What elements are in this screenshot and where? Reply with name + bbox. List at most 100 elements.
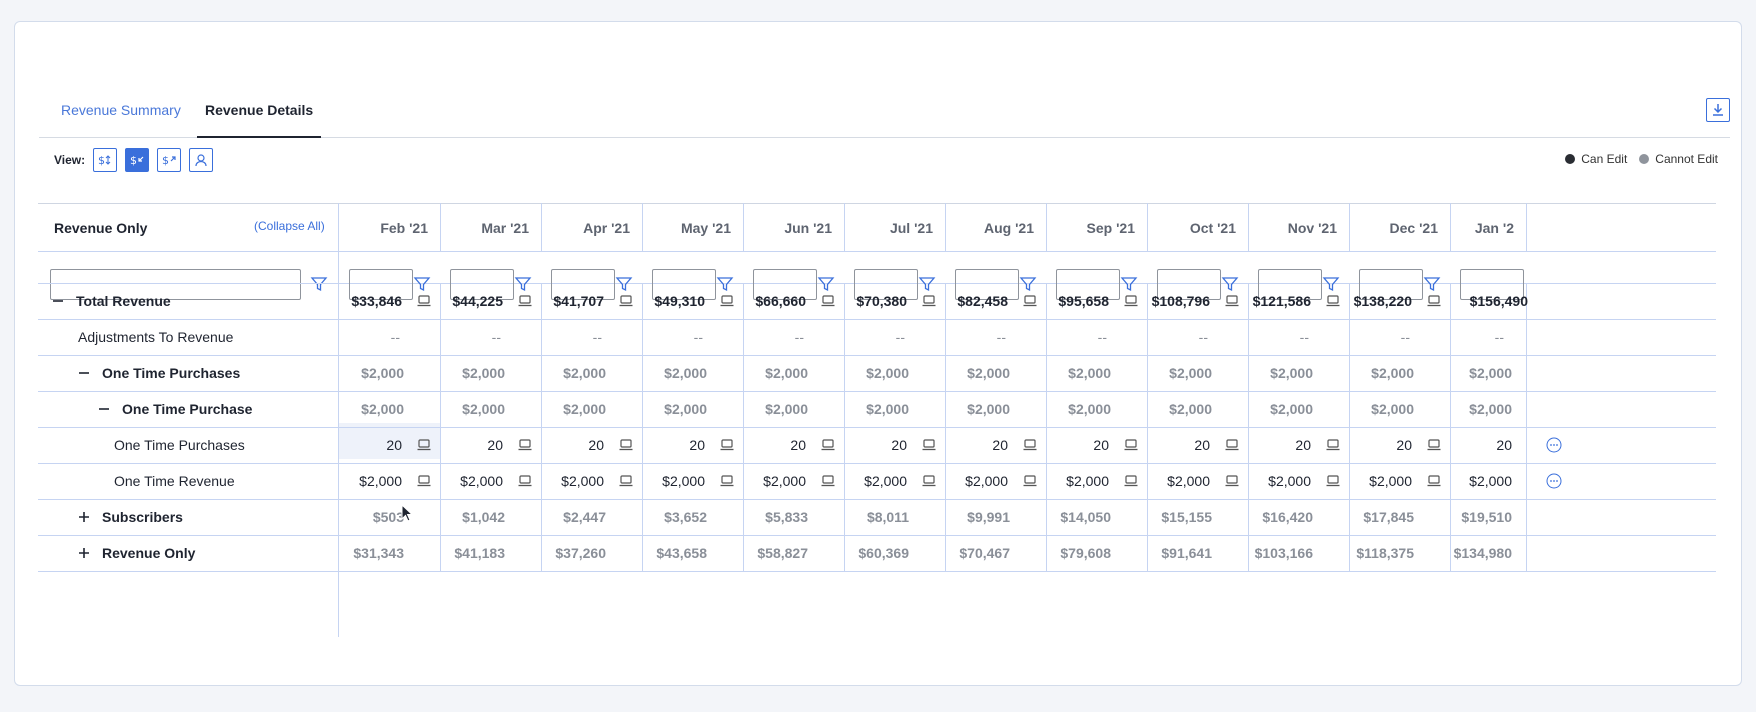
month-filter-input[interactable]: [1157, 269, 1221, 300]
table-cell[interactable]: $138,220: [1353, 293, 1412, 309]
table-cell[interactable]: $82,458: [957, 293, 1008, 309]
download-button[interactable]: [1706, 98, 1730, 122]
filter-icon[interactable]: [413, 275, 431, 293]
table-cell: --: [794, 329, 804, 345]
table-cell[interactable]: $2,000: [1167, 473, 1210, 489]
laptop-icon: [922, 295, 936, 307]
month-filter-input[interactable]: [753, 269, 817, 300]
table-cell[interactable]: $2,000: [1469, 473, 1512, 489]
table-cell[interactable]: 20: [386, 437, 402, 453]
month-filter-input[interactable]: [1056, 269, 1120, 300]
collapse-row-icon[interactable]: [52, 295, 64, 307]
tab-revenue-details[interactable]: Revenue Details: [197, 102, 322, 138]
filter-icon[interactable]: [310, 275, 328, 293]
table-cell[interactable]: 20: [1396, 437, 1412, 453]
table-cell: $134,980: [1453, 545, 1512, 561]
table-cell: $2,000: [1469, 365, 1512, 381]
table-cell: --: [693, 329, 703, 345]
edit-legend: Can Edit Cannot Edit: [1565, 152, 1718, 166]
table-cell[interactable]: 20: [1093, 437, 1109, 453]
column-divider: [1147, 283, 1148, 571]
view-dollar-in-button[interactable]: $: [125, 148, 150, 172]
filter-icon[interactable]: [716, 275, 734, 293]
table-cell[interactable]: $121,586: [1252, 293, 1311, 309]
table-cell[interactable]: 20: [1496, 437, 1512, 453]
table-cell[interactable]: 20: [1295, 437, 1311, 453]
table-cell[interactable]: $2,000: [359, 473, 402, 489]
label-filter-input[interactable]: [50, 269, 301, 300]
table-cell[interactable]: $2,000: [460, 473, 503, 489]
collapse-row-icon[interactable]: [98, 403, 110, 415]
table-cell[interactable]: 20: [487, 437, 503, 453]
filter-icon[interactable]: [1423, 275, 1441, 293]
table-cell: $2,000: [664, 401, 707, 417]
table-cell: $8,011: [866, 509, 909, 525]
column-header-month: Jul '21: [889, 220, 933, 236]
column-divider: [844, 203, 845, 251]
filter-icon[interactable]: [1120, 275, 1138, 293]
month-filter-input[interactable]: [551, 269, 615, 300]
table-cell[interactable]: 20: [790, 437, 806, 453]
table-cell: $91,641: [1161, 545, 1212, 561]
expand-row-icon[interactable]: [78, 511, 90, 523]
table-cell[interactable]: $49,310: [654, 293, 705, 309]
table-cell[interactable]: $108,796: [1151, 293, 1210, 309]
table-cell[interactable]: $2,000: [1066, 473, 1109, 489]
view-user-button[interactable]: [189, 148, 214, 172]
table-cell[interactable]: $2,000: [1268, 473, 1311, 489]
column-divider: [743, 283, 744, 571]
table-cell[interactable]: $70,380: [856, 293, 907, 309]
table-cell[interactable]: $33,846: [351, 293, 402, 309]
laptop-icon: [1023, 475, 1037, 487]
month-filter-input[interactable]: [652, 269, 716, 300]
table-cell[interactable]: 20: [992, 437, 1008, 453]
table-cell[interactable]: $2,000: [561, 473, 604, 489]
collapse-row-icon[interactable]: [78, 367, 90, 379]
month-filter-input[interactable]: [1359, 269, 1423, 300]
table-cell: $60,369: [858, 545, 909, 561]
more-options-icon[interactable]: [1546, 473, 1562, 489]
table-cell[interactable]: $2,000: [965, 473, 1008, 489]
month-filter-input[interactable]: [1460, 269, 1524, 300]
filter-icon[interactable]: [1019, 275, 1037, 293]
filter-icon[interactable]: [615, 275, 633, 293]
view-dollar-toggle-button[interactable]: $: [93, 148, 118, 172]
table-cell[interactable]: 20: [1194, 437, 1210, 453]
table-cell[interactable]: $2,000: [1369, 473, 1412, 489]
table-cell[interactable]: $2,000: [763, 473, 806, 489]
month-filter-input[interactable]: [349, 269, 413, 300]
month-filter-input[interactable]: [955, 269, 1019, 300]
column-divider: [1248, 203, 1249, 251]
column-divider: [1450, 203, 1451, 251]
table-cell: $19,510: [1461, 509, 1512, 525]
filter-icon[interactable]: [1322, 275, 1340, 293]
month-filter-input[interactable]: [450, 269, 514, 300]
filter-icon[interactable]: [817, 275, 835, 293]
month-filter-input[interactable]: [1258, 269, 1322, 300]
grid-top-border: [38, 203, 1716, 204]
filter-icon[interactable]: [1221, 275, 1239, 293]
table-cell: --: [1400, 329, 1410, 345]
row-divider: [38, 355, 1716, 356]
table-cell[interactable]: $41,707: [553, 293, 604, 309]
laptop-icon: [518, 475, 532, 487]
table-cell[interactable]: $2,000: [864, 473, 907, 489]
collapse-all-link[interactable]: (Collapse All): [254, 219, 325, 233]
table-cell[interactable]: $95,658: [1058, 293, 1109, 309]
table-cell[interactable]: $66,660: [755, 293, 806, 309]
more-options-icon[interactable]: [1546, 437, 1562, 453]
table-cell: $2,000: [1169, 365, 1212, 381]
table-cell[interactable]: 20: [689, 437, 705, 453]
filter-icon[interactable]: [514, 275, 532, 293]
view-dollar-out-button[interactable]: $: [157, 148, 182, 172]
expand-row-icon[interactable]: [78, 547, 90, 559]
table-cell: --: [996, 329, 1006, 345]
table-cell[interactable]: $44,225: [452, 293, 503, 309]
table-cell[interactable]: $2,000: [662, 473, 705, 489]
table-cell[interactable]: 20: [891, 437, 907, 453]
tab-revenue-summary[interactable]: Revenue Summary: [61, 102, 181, 118]
table-cell[interactable]: 20: [588, 437, 604, 453]
table-cell[interactable]: $156,490: [1469, 293, 1528, 309]
filter-icon[interactable]: [918, 275, 936, 293]
month-filter-input[interactable]: [854, 269, 918, 300]
